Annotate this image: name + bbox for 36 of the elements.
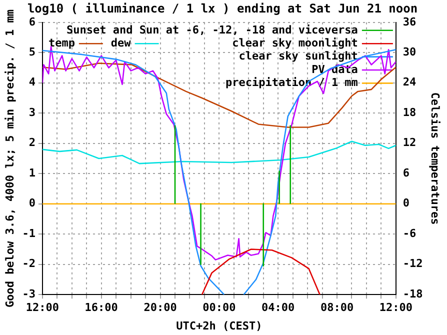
legend-label: dew (110, 36, 132, 50)
x-tick-label: 12:00 (379, 301, 412, 314)
x-tick-label: 00:00 (202, 301, 236, 314)
y2-tick-label: 18 (402, 106, 416, 119)
x-axis-title: UTC+2h (CEST) (176, 319, 262, 332)
legend-label: clear sky moonlight (232, 36, 358, 50)
y-tick-label: 2 (28, 136, 36, 150)
y-tick-label: 5 (28, 46, 36, 59)
x-tick-label: 16:00 (84, 301, 118, 314)
y2-axis-title: Celsius temperatures (428, 92, 442, 225)
y-axis-title: Good below 3.6, 4000 lx; 5 min precip. / 1 mm (3, 9, 16, 308)
y-tick-label: 0 (28, 196, 36, 210)
legend-label: Sunset and Sun at -6, -12, -18 and viceversa (66, 23, 358, 36)
y2-tick-label: 0 (402, 196, 410, 210)
x-tick-label: 04:00 (262, 301, 295, 314)
y-tick-label: 3 (28, 106, 36, 119)
y2-tick-label: 36 (402, 15, 417, 28)
y2-tick-label: 12 (402, 136, 416, 150)
x-tick-label: 20:00 (144, 301, 177, 314)
y-tick-label: 1 (28, 166, 36, 180)
y-tick-label: -2 (22, 257, 36, 270)
legend-label: temp (48, 36, 76, 50)
y-tick-label: 4 (28, 76, 36, 89)
y2-tick-label: 30 (402, 46, 416, 59)
x-tick-label: 12:00 (26, 301, 60, 314)
legend-label: clear sky sunlight (238, 50, 358, 63)
y-tick-label: 6 (28, 15, 36, 28)
y-tick-label: -1 (22, 226, 36, 240)
y2-tick-label: -18 (402, 287, 423, 300)
x-tick-label: 08:00 (320, 301, 354, 314)
chart-title: log10 ( illuminance / 1 lx ) ending at Sat Jun 21 noon (27, 1, 418, 16)
y2-tick-label: 24 (402, 76, 417, 89)
y-tick-label: -3 (22, 287, 36, 300)
y2-tick-label: -6 (402, 226, 417, 240)
y2-tick-label: 6 (402, 166, 410, 180)
y2-tick-label: -12 (402, 257, 423, 270)
